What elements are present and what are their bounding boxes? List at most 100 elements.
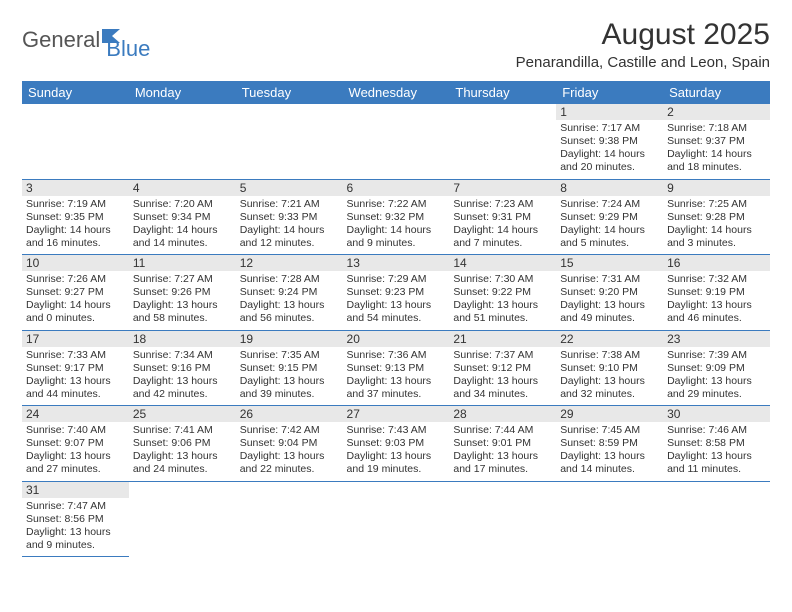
day-details: Sunrise: 7:27 AMSunset: 9:26 PMDaylight:… (133, 273, 232, 326)
sunrise-text: Sunrise: 7:42 AM (240, 424, 339, 437)
day-details: Sunrise: 7:41 AMSunset: 9:06 PMDaylight:… (133, 424, 232, 477)
calendar-row: 10Sunrise: 7:26 AMSunset: 9:27 PMDayligh… (22, 255, 770, 331)
calendar-cell: 29Sunrise: 7:45 AMSunset: 8:59 PMDayligh… (556, 406, 663, 482)
sunrise-text: Sunrise: 7:22 AM (347, 198, 446, 211)
calendar-cell: 3Sunrise: 7:19 AMSunset: 9:35 PMDaylight… (22, 179, 129, 255)
calendar-cell (129, 481, 236, 557)
daylight-text: Daylight: 13 hours and 39 minutes. (240, 375, 339, 401)
sunrise-text: Sunrise: 7:34 AM (133, 349, 232, 362)
calendar-cell: 28Sunrise: 7:44 AMSunset: 9:01 PMDayligh… (449, 406, 556, 482)
calendar-row: 1Sunrise: 7:17 AMSunset: 9:38 PMDaylight… (22, 104, 770, 179)
weekday-header-row: Sunday Monday Tuesday Wednesday Thursday… (22, 81, 770, 104)
daylight-text: Daylight: 13 hours and 11 minutes. (667, 450, 766, 476)
daylight-text: Daylight: 14 hours and 16 minutes. (26, 224, 125, 250)
day-number: 11 (129, 255, 236, 271)
calendar-table: Sunday Monday Tuesday Wednesday Thursday… (22, 81, 770, 557)
daylight-text: Daylight: 14 hours and 9 minutes. (347, 224, 446, 250)
calendar-cell (129, 104, 236, 179)
day-number: 27 (343, 406, 450, 422)
day-details: Sunrise: 7:24 AMSunset: 9:29 PMDaylight:… (560, 198, 659, 251)
sunset-text: Sunset: 9:03 PM (347, 437, 446, 450)
day-details: Sunrise: 7:19 AMSunset: 9:35 PMDaylight:… (26, 198, 125, 251)
calendar-cell: 6Sunrise: 7:22 AMSunset: 9:32 PMDaylight… (343, 179, 450, 255)
weekday-header: Monday (129, 81, 236, 104)
calendar-cell: 30 Sunrise: 7:46 AMSunset: 8:58 PMDayligh… (663, 406, 770, 482)
sunrise-text: Sunrise: 7:26 AM (26, 273, 125, 286)
sunrise-text: Sunrise: 7:37 AM (453, 349, 552, 362)
sunset-text: Sunset: 9:34 PM (133, 211, 232, 224)
daylight-text: Daylight: 14 hours and 14 minutes. (133, 224, 232, 250)
calendar-cell: 16Sunrise: 7:32 AMSunset: 9:19 PMDayligh… (663, 255, 770, 331)
day-details: Sunrise: 7:46 AMSunset: 8:58 PMDaylight:… (667, 424, 766, 477)
sunrise-text: Sunrise: 7:43 AM (347, 424, 446, 437)
sunrise-text: Sunrise: 7:36 AM (347, 349, 446, 362)
daylight-text: Daylight: 13 hours and 9 minutes. (26, 526, 125, 552)
calendar-cell: 9Sunrise: 7:25 AMSunset: 9:28 PMDaylight… (663, 179, 770, 255)
calendar-row: 24Sunrise: 7:40 AMSunset: 9:07 PMDayligh… (22, 406, 770, 482)
daylight-text: Daylight: 14 hours and 18 minutes. (667, 148, 766, 174)
calendar-cell: 26Sunrise: 7:42 AMSunset: 9:04 PMDayligh… (236, 406, 343, 482)
daylight-text: Daylight: 13 hours and 51 minutes. (453, 299, 552, 325)
calendar-row: 3Sunrise: 7:19 AMSunset: 9:35 PMDaylight… (22, 179, 770, 255)
sunrise-text: Sunrise: 7:44 AM (453, 424, 552, 437)
sunset-text: Sunset: 9:10 PM (560, 362, 659, 375)
logo: General Blue (22, 18, 150, 62)
sunset-text: Sunset: 9:38 PM (560, 135, 659, 148)
day-number: 16 (663, 255, 770, 271)
logo-text-general: General (22, 27, 100, 53)
daylight-text: Daylight: 13 hours and 49 minutes. (560, 299, 659, 325)
day-number: 2 (663, 104, 770, 120)
sunrise-text: Sunrise: 7:20 AM (133, 198, 232, 211)
day-number: 17 (22, 331, 129, 347)
calendar-cell: 15Sunrise: 7:31 AMSunset: 9:20 PMDayligh… (556, 255, 663, 331)
day-number: 15 (556, 255, 663, 271)
weekday-header: Friday (556, 81, 663, 104)
sunrise-text: Sunrise: 7:47 AM (26, 500, 125, 513)
day-details: Sunrise: 7:43 AMSunset: 9:03 PMDaylight:… (347, 424, 446, 477)
weekday-header: Tuesday (236, 81, 343, 104)
sunrise-text: Sunrise: 7:23 AM (453, 198, 552, 211)
sunset-text: Sunset: 8:58 PM (667, 437, 766, 450)
sunset-text: Sunset: 9:22 PM (453, 286, 552, 299)
sunrise-text: Sunrise: 7:28 AM (240, 273, 339, 286)
day-number: 7 (449, 180, 556, 196)
calendar-cell: 4Sunrise: 7:20 AMSunset: 9:34 PMDaylight… (129, 179, 236, 255)
day-details: Sunrise: 7:34 AMSunset: 9:16 PMDaylight:… (133, 349, 232, 402)
calendar-cell (343, 481, 450, 557)
daylight-text: Daylight: 13 hours and 22 minutes. (240, 450, 339, 476)
sunset-text: Sunset: 9:28 PM (667, 211, 766, 224)
logo-text-blue: Blue (106, 36, 150, 62)
sunset-text: Sunset: 9:23 PM (347, 286, 446, 299)
header: General Blue August 2025 Penarandilla, C… (22, 18, 770, 71)
daylight-text: Daylight: 13 hours and 42 minutes. (133, 375, 232, 401)
calendar-cell: 27 Sunrise: 7:43 AMSunset: 9:03 PMDayligh… (343, 406, 450, 482)
day-number: 5 (236, 180, 343, 196)
sunset-text: Sunset: 9:31 PM (453, 211, 552, 224)
day-details: Sunrise: 7:26 AMSunset: 9:27 PMDaylight:… (26, 273, 125, 326)
daylight-text: Daylight: 13 hours and 24 minutes. (133, 450, 232, 476)
daylight-text: Daylight: 13 hours and 44 minutes. (26, 375, 125, 401)
sunset-text: Sunset: 9:33 PM (240, 211, 339, 224)
sunset-text: Sunset: 9:16 PM (133, 362, 232, 375)
sunrise-text: Sunrise: 7:30 AM (453, 273, 552, 286)
sunset-text: Sunset: 9:04 PM (240, 437, 339, 450)
daylight-text: Daylight: 14 hours and 0 minutes. (26, 299, 125, 325)
day-number: 1 (556, 104, 663, 120)
calendar-cell (236, 104, 343, 179)
daylight-text: Daylight: 13 hours and 34 minutes. (453, 375, 552, 401)
daylight-text: Daylight: 13 hours and 17 minutes. (453, 450, 552, 476)
location: Penarandilla, Castille and Leon, Spain (516, 54, 770, 71)
sunset-text: Sunset: 9:20 PM (560, 286, 659, 299)
sunrise-text: Sunrise: 7:19 AM (26, 198, 125, 211)
day-number: 9 (663, 180, 770, 196)
sunset-text: Sunset: 9:01 PM (453, 437, 552, 450)
calendar-cell (556, 481, 663, 557)
sunset-text: Sunset: 9:37 PM (667, 135, 766, 148)
calendar-cell: 11 Sunrise: 7:27 AMSunset: 9:26 PMDayligh… (129, 255, 236, 331)
sunset-text: Sunset: 9:19 PM (667, 286, 766, 299)
day-number: 30 (663, 406, 770, 422)
sunrise-text: Sunrise: 7:41 AM (133, 424, 232, 437)
day-details: Sunrise: 7:47 AMSunset: 8:56 PMDaylight:… (26, 500, 125, 553)
day-number: 29 (556, 406, 663, 422)
calendar-cell: 25Sunrise: 7:41 AMSunset: 9:06 PMDayligh… (129, 406, 236, 482)
